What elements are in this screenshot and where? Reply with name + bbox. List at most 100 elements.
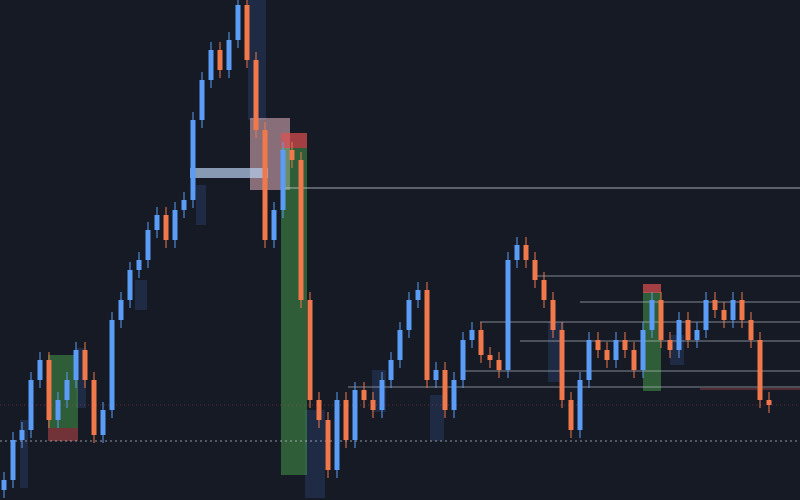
candle-body [298,160,304,300]
candle-body [100,410,106,435]
candle-body [181,200,187,210]
candle-body [1,480,7,490]
candle-body [631,350,637,370]
candle-body [244,5,250,60]
candle-body [604,350,610,360]
zone [76,348,86,408]
candle-body [694,330,700,340]
candle-body [622,340,628,350]
candle-body [550,300,556,330]
candle-body [586,340,592,380]
candle-body [478,330,484,355]
candle-body [739,300,745,320]
candle-body [73,350,79,380]
candle-body [379,380,385,410]
candle-body [730,300,736,320]
zones [20,0,684,498]
candle-body [343,400,349,440]
candle-body [253,60,259,130]
candle-body [226,40,232,70]
candle-body [82,350,88,380]
candle-body [172,210,178,240]
candle-body [532,260,538,280]
candle-body [136,260,142,270]
candle-body [235,5,241,40]
candle-body [280,150,286,210]
candle-body [712,300,718,310]
candle-body [289,150,295,160]
zone [190,168,268,178]
candle-body [370,400,376,410]
candle-body [559,330,565,400]
candle-body [424,290,430,380]
candle-body [415,290,421,300]
candle-body [334,400,340,470]
candle-body [541,280,547,300]
candle-body [55,400,61,420]
candle-body [523,245,529,260]
candle-body [595,340,601,350]
candle-body [28,380,34,430]
zone [305,410,325,498]
candle-body [262,130,268,240]
candle-body [505,260,511,370]
candle-body [190,120,196,200]
candle-body [487,355,493,360]
candle-body [145,230,151,260]
zone [20,420,28,488]
stop-box [48,428,78,441]
candle-body [514,245,520,260]
candle-body [757,340,763,400]
candle-body [613,340,619,360]
candle-body [199,80,205,120]
candle-body [37,360,43,380]
candle-body [10,440,16,480]
candle-body [460,340,466,380]
candle-body [217,50,223,70]
candle-body [496,360,502,370]
candle-body [118,300,124,320]
stop-box [643,284,661,293]
candle-body [316,400,322,420]
candle-body [397,330,403,360]
candle-body [721,310,727,320]
candle-body [388,360,394,380]
candle-body [766,400,772,405]
zone [430,395,444,441]
candle-body [685,320,691,340]
candle-body [361,390,367,400]
candle-body [703,300,709,330]
candle-body [658,300,664,340]
zone [196,185,206,225]
candle-body [91,380,97,435]
candle-body [433,370,439,380]
candle-body [451,380,457,410]
zone [135,280,147,310]
candle-body [352,390,358,440]
candle-body [307,300,313,400]
candle-body [163,215,169,240]
candle-body [109,320,115,410]
candle-body [568,400,574,430]
candle-body [676,320,682,350]
candle-body [208,50,214,80]
target-box [48,355,78,428]
candle-body [46,360,52,420]
candle-body [667,340,673,350]
candle-body [406,300,412,330]
candle-body [19,430,25,440]
levels [0,187,800,442]
candle-body [442,370,448,410]
stop-box [281,133,307,148]
candle-body [649,300,655,330]
candle-body [127,270,133,300]
candle-body [640,330,646,370]
candle-body [325,420,331,470]
candle-body [64,380,70,400]
candle-body [577,380,583,430]
candle-body [154,215,160,230]
candle-body [271,210,277,240]
candle-body [469,330,475,340]
candle-body [748,320,754,340]
